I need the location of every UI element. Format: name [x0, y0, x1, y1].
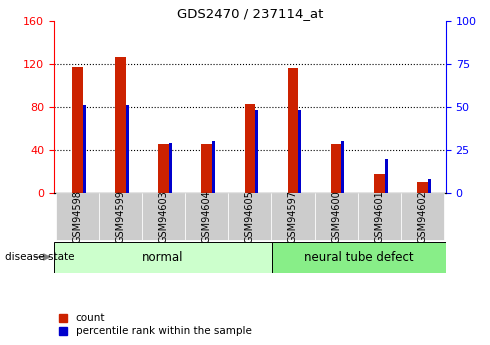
Text: neural tube defect: neural tube defect	[304, 250, 414, 264]
FancyBboxPatch shape	[271, 193, 315, 240]
Bar	[158, 144, 169, 193]
Text: disease state: disease state	[5, 252, 74, 262]
Bar	[417, 183, 428, 193]
Text: GSM94604: GSM94604	[202, 190, 212, 243]
Text: GSM94605: GSM94605	[245, 190, 255, 243]
Bar	[428, 179, 431, 193]
Bar	[72, 67, 83, 193]
Title: GDS2470 / 237114_at: GDS2470 / 237114_at	[177, 7, 323, 20]
FancyBboxPatch shape	[401, 193, 444, 240]
FancyBboxPatch shape	[315, 193, 358, 240]
Text: normal: normal	[142, 250, 184, 264]
Bar	[385, 159, 388, 193]
FancyBboxPatch shape	[358, 193, 401, 240]
Text: GSM94603: GSM94603	[159, 190, 169, 243]
FancyBboxPatch shape	[185, 193, 228, 240]
Text: GSM94599: GSM94599	[116, 190, 125, 243]
FancyBboxPatch shape	[142, 193, 185, 240]
Bar	[288, 68, 298, 193]
Bar	[126, 105, 129, 193]
Legend: count, percentile rank within the sample: count, percentile rank within the sample	[59, 313, 252, 336]
Bar	[374, 174, 385, 193]
Bar	[342, 141, 344, 193]
FancyBboxPatch shape	[56, 193, 99, 240]
Bar	[331, 144, 342, 193]
Text: GSM94600: GSM94600	[331, 190, 341, 243]
FancyBboxPatch shape	[271, 241, 446, 273]
Bar	[245, 104, 255, 193]
FancyBboxPatch shape	[54, 241, 271, 273]
Bar	[201, 144, 212, 193]
FancyBboxPatch shape	[99, 193, 142, 240]
Bar	[212, 141, 215, 193]
Text: GSM94602: GSM94602	[417, 190, 427, 243]
Bar	[255, 110, 258, 193]
Text: GSM94601: GSM94601	[374, 190, 384, 243]
Bar	[83, 105, 86, 193]
Text: GSM94597: GSM94597	[288, 190, 298, 243]
FancyBboxPatch shape	[228, 193, 271, 240]
Bar	[169, 143, 172, 193]
Bar	[115, 57, 126, 193]
Text: GSM94598: GSM94598	[73, 190, 83, 243]
Bar	[298, 110, 301, 193]
